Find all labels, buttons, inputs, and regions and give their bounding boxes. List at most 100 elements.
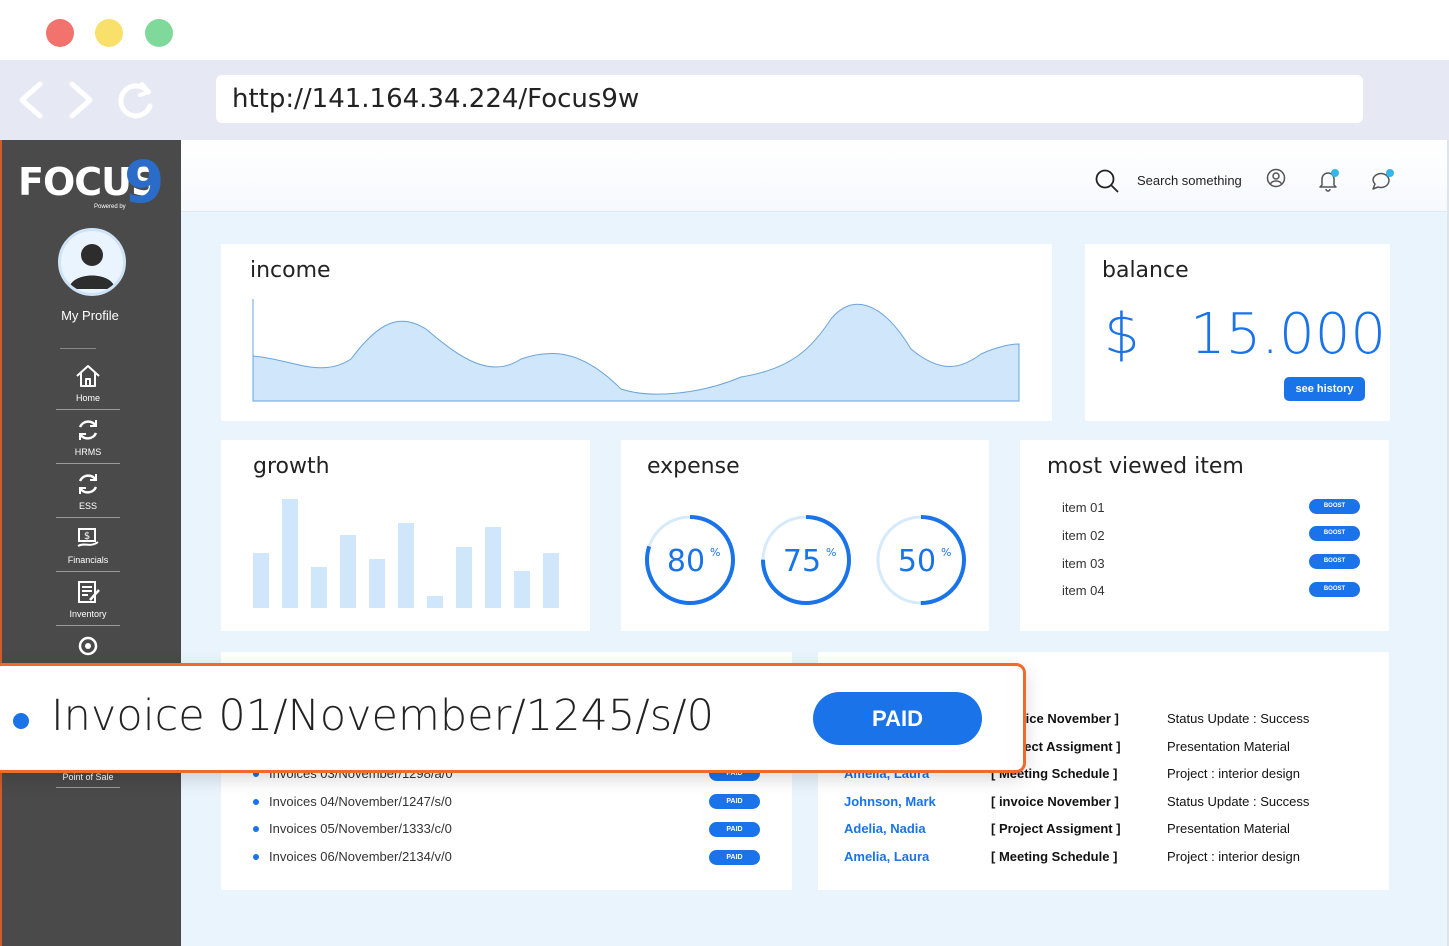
- user-icon[interactable]: [1266, 168, 1286, 188]
- gauge-unit: %: [826, 546, 836, 559]
- sidebar: FOCUS 9 Powered by My Profile Home HRMS: [0, 140, 181, 946]
- search-input[interactable]: Search something: [1137, 173, 1242, 188]
- sidebar-item-label: Inventory: [69, 609, 107, 619]
- search-icon[interactable]: [1094, 168, 1120, 194]
- growth-bar: [311, 567, 327, 608]
- sidebar-item-ess[interactable]: ESS: [56, 464, 120, 518]
- svg-text:$: $: [84, 531, 90, 542]
- activity-status: Project : interior design: [1167, 849, 1300, 864]
- list-item[interactable]: item 04: [1062, 583, 1105, 598]
- balance-card: balance $ 15.000 see history: [1085, 244, 1390, 421]
- list-item[interactable]: item 02: [1062, 528, 1105, 543]
- invoice-label: Invoices 05/November/1333/c/0: [269, 821, 452, 836]
- my-profile-link[interactable]: My Profile: [61, 308, 119, 323]
- growth-bar: [543, 553, 559, 608]
- paid-badge[interactable]: PAID: [709, 850, 760, 865]
- invoice-label: Invoices 06/November/2134/v/0: [269, 849, 452, 864]
- activity-name[interactable]: Amelia, Laura: [844, 849, 930, 864]
- activity-status: Status Update : Success: [1167, 794, 1310, 809]
- activity-status: Status Update : Success: [1167, 711, 1310, 726]
- balance-title: balance: [1102, 258, 1189, 283]
- activity-name[interactable]: Adelia, Nadia: [844, 821, 926, 836]
- gauge-value: 75: [783, 544, 821, 579]
- growth-bar-chart: [253, 499, 559, 608]
- maximize-window-button[interactable]: [145, 19, 173, 47]
- income-title: income: [250, 258, 331, 283]
- paid-badge[interactable]: PAID: [709, 822, 760, 837]
- minimize-window-button[interactable]: [95, 19, 123, 47]
- address-bar[interactable]: http://141.164.34.224/Focus9w: [216, 75, 1363, 123]
- logo-powered-by: Powered by: [94, 204, 126, 210]
- sidebar-item-financials[interactable]: $ Financials: [56, 518, 120, 572]
- growth-bar: [456, 547, 472, 608]
- gauge-progress: [645, 515, 735, 605]
- reload-icon[interactable]: [114, 78, 158, 122]
- growth-bar: [485, 527, 501, 608]
- forward-icon[interactable]: [64, 78, 98, 122]
- highlighted-invoice-label: Invoice 01/November/1245/s/0: [51, 691, 714, 741]
- bell-icon[interactable]: [1317, 168, 1341, 192]
- growth-card: growth: [221, 440, 590, 631]
- sync-icon: [78, 474, 98, 494]
- sidebar-item-label: ESS: [78, 501, 97, 511]
- expense-title: expense: [647, 454, 740, 479]
- gauge-unit: %: [941, 546, 951, 559]
- avatar[interactable]: [58, 228, 126, 296]
- sync-icon: [78, 420, 98, 440]
- highlighted-invoice-row[interactable]: Invoice 01/November/1245/s/0 PAID: [0, 663, 1026, 773]
- bullet-icon: [253, 798, 259, 805]
- activity-status: Presentation Material: [1167, 821, 1290, 836]
- sidebar-item-label: Home: [75, 393, 100, 403]
- sidebar-item-inventory[interactable]: Inventory: [56, 572, 120, 626]
- sidebar-item-home[interactable]: Home: [56, 356, 120, 410]
- sidebar-item-sync[interactable]: [56, 626, 120, 680]
- growth-bar: [427, 596, 443, 608]
- income-area: [252, 303, 1020, 402]
- invoice-row[interactable]: Invoices 06/November/2134/v/0: [253, 849, 452, 864]
- title-bar: [0, 0, 1449, 60]
- dashboard-main: Search something income: [181, 140, 1447, 946]
- gauge-value: 80: [667, 544, 705, 579]
- growth-bar: [340, 535, 356, 608]
- sidebar-item-label: Financials: [67, 555, 109, 565]
- list-item[interactable]: item 01: [1062, 500, 1105, 515]
- close-window-button[interactable]: [46, 19, 74, 47]
- boost-button[interactable]: BOOST: [1309, 554, 1360, 569]
- home-icon: [76, 365, 100, 387]
- invoice-row[interactable]: Invoices 05/November/1333/c/0: [253, 821, 452, 836]
- most-viewed-card: most viewed item item 01 BOOST item 02 B…: [1020, 440, 1389, 631]
- bullet-icon: [253, 853, 259, 860]
- bullet-icon: [253, 770, 259, 777]
- logo-text: FOCUS: [18, 160, 158, 204]
- balance-amount: 15.000: [1190, 302, 1386, 367]
- financials-icon: $: [77, 528, 99, 547]
- activity-name[interactable]: Johnson, Mark: [844, 794, 936, 809]
- boost-button[interactable]: BOOST: [1309, 499, 1360, 514]
- logo-nine: 9: [124, 148, 165, 216]
- gauge-unit: %: [710, 546, 720, 559]
- most-viewed-title: most viewed item: [1047, 454, 1244, 479]
- income-card: income: [221, 244, 1052, 421]
- see-history-button[interactable]: see history: [1284, 377, 1365, 401]
- paid-badge[interactable]: PAID: [709, 794, 760, 809]
- activity-task: [ invoice November ]: [991, 794, 1119, 809]
- browser-toolbar: http://141.164.34.224/Focus9w: [0, 60, 1449, 140]
- growth-bar: [398, 523, 414, 608]
- focus9-logo[interactable]: FOCUS 9 Powered by: [16, 148, 176, 220]
- growth-bar: [253, 553, 269, 608]
- boost-button[interactable]: BOOST: [1309, 526, 1360, 541]
- list-item[interactable]: item 03: [1062, 556, 1105, 571]
- user-avatar-icon: [69, 244, 115, 289]
- sidebar-item-label: Point of Sale: [62, 772, 114, 782]
- boost-button[interactable]: BOOST: [1309, 582, 1360, 597]
- bullet-icon: [13, 713, 29, 729]
- activity-task: [ Project Assigment ]: [991, 821, 1121, 836]
- sidebar-item-point-of-sale[interactable]: Point of Sale: [56, 734, 120, 788]
- sidebar-item-hrms[interactable]: HRMS: [56, 410, 120, 464]
- invoice-row[interactable]: Invoices 04/November/1247/s/0: [253, 794, 452, 809]
- paid-button[interactable]: PAID: [813, 692, 982, 745]
- top-bar: Search something: [181, 140, 1447, 212]
- expense-gauges: 80% 75% 50%: [645, 515, 966, 605]
- back-icon[interactable]: [14, 78, 48, 122]
- chat-icon[interactable]: [1370, 168, 1396, 192]
